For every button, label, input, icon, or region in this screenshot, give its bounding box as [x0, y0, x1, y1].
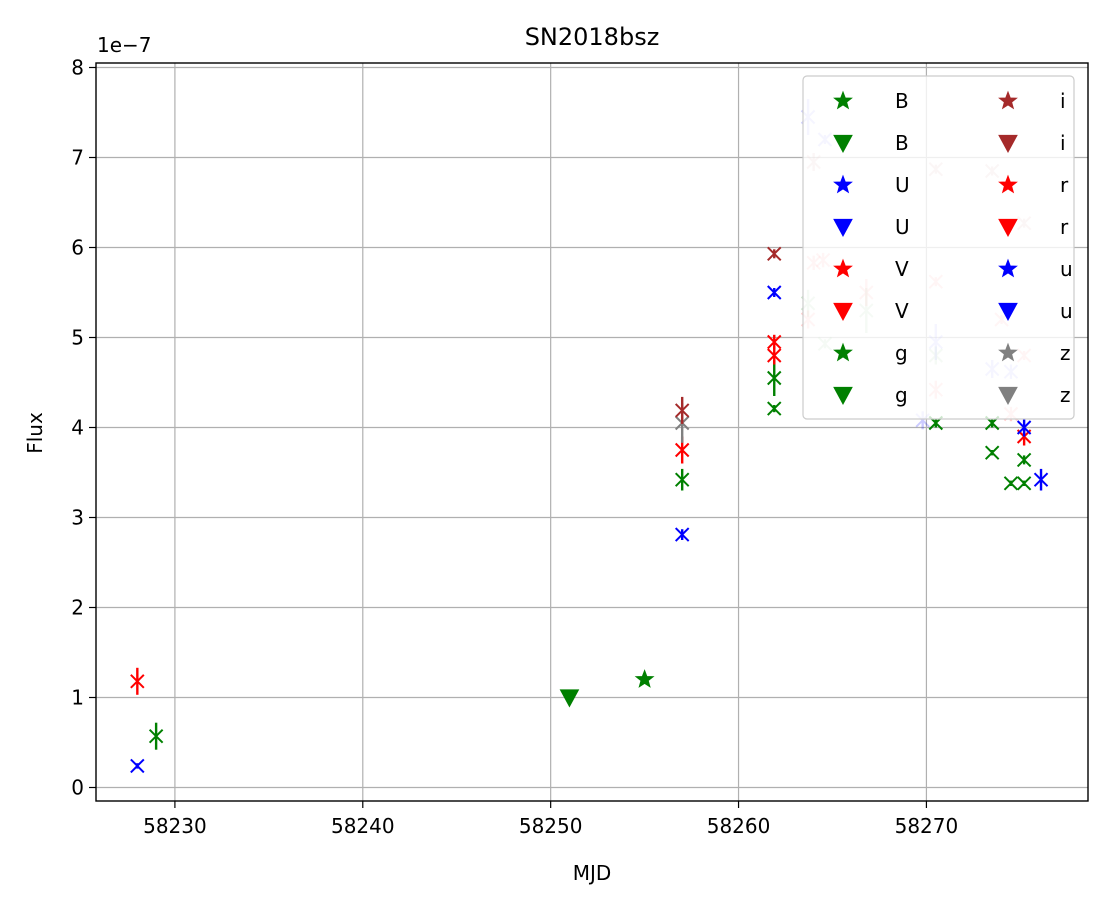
data-point: [674, 527, 690, 542]
x-tick-label: 58230: [143, 814, 207, 838]
x-tick-label: 58240: [331, 814, 395, 838]
point-marker: [674, 442, 690, 458]
y-tick-label: 0: [71, 776, 84, 800]
point-marker: [674, 527, 690, 542]
legend-label: z: [1060, 341, 1071, 365]
data-point: [674, 468, 690, 491]
legend-marker: [833, 174, 853, 194]
data-point: [767, 246, 782, 262]
point-marker: [130, 758, 145, 774]
data-point: [1003, 476, 1019, 491]
legend-label: u: [1060, 299, 1073, 323]
legend-marker: [998, 386, 1018, 406]
data-point: [1033, 468, 1049, 491]
y-tick-label: 2: [71, 596, 84, 620]
legend-marker: [998, 342, 1018, 362]
y-tick-label: 5: [71, 326, 84, 350]
point-marker: [767, 401, 782, 416]
x-tick-label: 58260: [707, 814, 771, 838]
data-point: [767, 334, 782, 350]
data-point: [984, 445, 1000, 460]
legend-marker: [998, 218, 1018, 238]
y-tick-label: 8: [71, 56, 84, 80]
y-tick-label: 3: [71, 506, 84, 530]
point-marker: [1016, 420, 1032, 435]
legend-marker: [833, 218, 853, 238]
point-marker: [1016, 452, 1032, 468]
chart-title: SN2018bsz: [525, 23, 660, 51]
legend-marker: [998, 302, 1018, 322]
point-marker: [767, 334, 782, 350]
legend-box: [802, 75, 1075, 420]
legend-label: g: [895, 341, 908, 365]
legend-marker: [833, 258, 853, 278]
point-marker: [767, 370, 782, 386]
data-point: [767, 285, 782, 300]
data-point: [767, 401, 782, 416]
x-tick-label: 58250: [519, 814, 583, 838]
data-point: [674, 396, 690, 424]
point-marker: [767, 348, 782, 363]
point-marker: [674, 472, 690, 487]
data-point: [559, 689, 580, 708]
legend-label: r: [1060, 215, 1069, 239]
point-marker: [1003, 476, 1019, 491]
point-marker: [148, 728, 164, 744]
legend-marker: [833, 386, 853, 406]
point-marker: [767, 285, 782, 300]
y-tick-label: 1: [71, 686, 84, 710]
legend-label: V: [895, 257, 909, 281]
point-marker: [674, 403, 690, 418]
legend-label: i: [1060, 131, 1066, 155]
legend-label: u: [1060, 257, 1073, 281]
axis-ticks: 58230 58240 58250 58260 58270 0 1 2 3 4 5 6 7 8: [71, 56, 958, 839]
point-marker: [1016, 476, 1032, 491]
y-tick-label: 4: [71, 416, 84, 440]
legend-marker: [833, 90, 853, 110]
point-marker: [634, 669, 655, 688]
legend-label: i: [1060, 89, 1066, 113]
point-marker: [767, 246, 782, 262]
plot-frame: [95, 62, 1089, 802]
y-tick-label: 7: [71, 146, 84, 170]
legend-label: U: [895, 173, 910, 197]
legend-label: r: [1060, 173, 1069, 197]
legend-marker: [833, 342, 853, 362]
x-tick-label: 58270: [895, 814, 959, 838]
point-marker: [559, 689, 580, 708]
data-point: [1016, 452, 1032, 468]
legend-marker: [833, 302, 853, 322]
data-point: [130, 667, 145, 695]
y-scale-label: 1e−7: [97, 33, 152, 57]
x-axis-title: MJD: [573, 861, 612, 885]
data-point: [634, 669, 655, 688]
data-point: [1016, 476, 1032, 491]
legend-marker: [998, 90, 1018, 110]
point-marker: [130, 674, 145, 689]
legend-label: z: [1060, 383, 1071, 407]
legend-marker: [998, 258, 1018, 278]
legend-label: U: [895, 215, 910, 239]
data-point: [148, 722, 164, 750]
data-point: [1016, 418, 1032, 437]
point-marker: [1033, 472, 1049, 487]
legend-marker: [833, 134, 853, 154]
legend-marker: [998, 134, 1018, 154]
data-point: [767, 346, 782, 365]
legend-label: g: [895, 383, 908, 407]
y-tick-label: 6: [71, 236, 84, 260]
data-point: [767, 360, 782, 396]
y-axis-title: Flux: [23, 412, 47, 454]
point-marker: [984, 445, 1000, 460]
data-point: [130, 758, 145, 774]
legend-label: B: [895, 89, 909, 113]
legend-label: B: [895, 131, 909, 155]
legend-marker: [998, 174, 1018, 194]
legend-label: V: [895, 299, 909, 323]
